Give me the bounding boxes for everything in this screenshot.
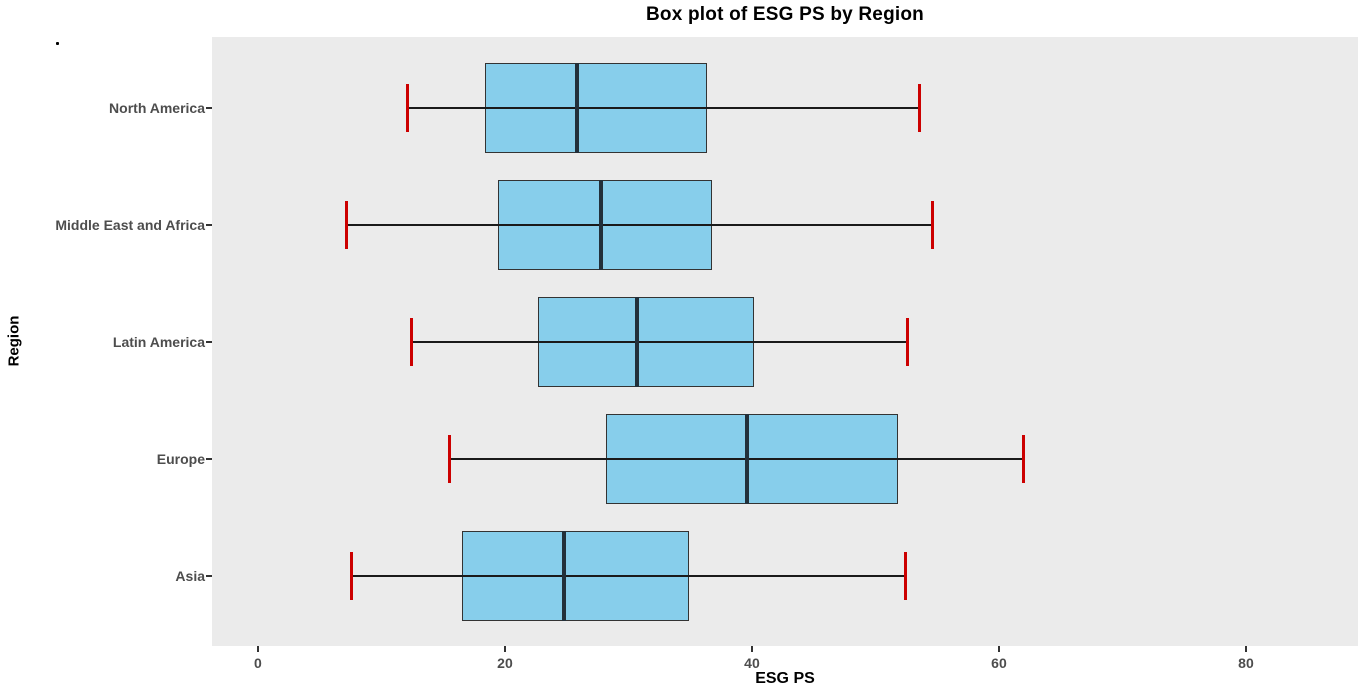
median-line [574, 63, 579, 153]
x-tick-mark [1244, 646, 1247, 652]
x-tick-label: 60 [991, 655, 1007, 671]
x-tick-mark [750, 646, 753, 652]
whisker-line [351, 575, 906, 577]
x-tick-label: 20 [497, 655, 513, 671]
stray-dot-artifact [56, 42, 59, 45]
y-tick-label: Asia [175, 568, 205, 584]
median-line [562, 531, 567, 621]
x-axis-title: ESG PS [755, 670, 815, 687]
whisker-cap-max [930, 201, 934, 249]
y-tick-label: Europe [156, 451, 205, 467]
whisker-line [411, 341, 908, 343]
y-tick-label: Middle East and Africa [55, 217, 205, 233]
x-tick-mark [503, 646, 506, 652]
y-tick-mark [206, 458, 212, 460]
y-tick-mark [206, 224, 212, 226]
plot-panel [212, 37, 1358, 646]
x-tick-label: 80 [1238, 655, 1254, 671]
y-tick-label: North America [109, 100, 205, 116]
whisker-cap-min [409, 318, 413, 366]
whisker-line [407, 107, 920, 109]
x-tick-mark [256, 646, 259, 652]
whisker-cap-max [906, 318, 910, 366]
x-tick-mark [997, 646, 1000, 652]
y-tick-mark [206, 575, 212, 577]
whisker-cap-min [447, 435, 451, 483]
whisker-cap-max [918, 84, 922, 132]
whisker-cap-max [1022, 435, 1026, 483]
median-line [745, 414, 750, 504]
whisker-cap-max [903, 552, 907, 600]
x-tick-label: 0 [254, 655, 262, 671]
median-line [635, 297, 640, 387]
y-tick-label: Latin America [112, 334, 205, 350]
chart-title: Box plot of ESG PS by Region [646, 4, 924, 25]
whisker-cap-min [350, 552, 354, 600]
y-tick-mark [206, 341, 212, 343]
median-line [599, 180, 604, 270]
x-tick-label: 40 [744, 655, 760, 671]
whisker-line [449, 458, 1024, 460]
whisker-cap-min [345, 201, 349, 249]
y-tick-mark [206, 107, 212, 109]
whisker-line [346, 224, 933, 226]
whisker-cap-min [405, 84, 409, 132]
